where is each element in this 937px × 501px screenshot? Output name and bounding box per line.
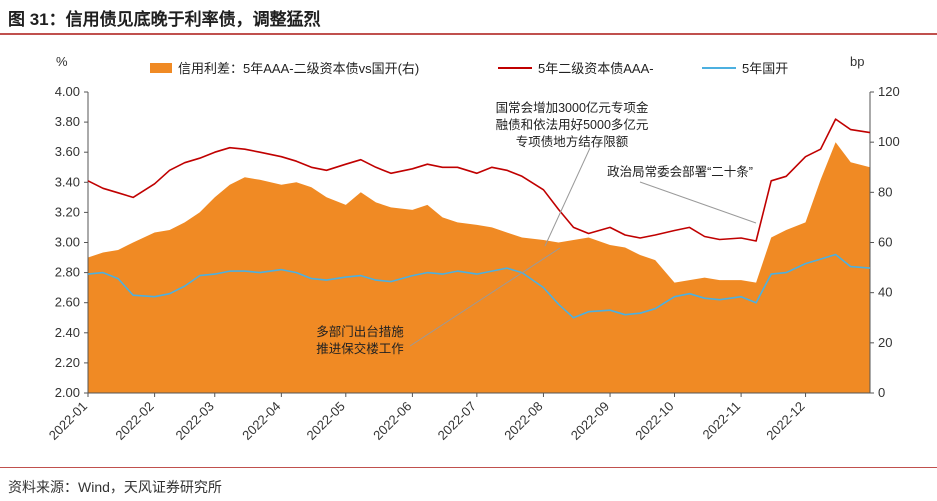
series-area-0 (88, 142, 870, 393)
right-tick-label: 60 (878, 235, 892, 250)
annotation-leader-0 (544, 147, 591, 247)
annotation-text-0: 融债和依法用好5000多亿元 (496, 117, 649, 132)
x-tick-label: 2022-10 (632, 399, 676, 443)
x-tick-label: 2022-06 (370, 399, 414, 443)
legend-layer: 信用利差：5年AAA-二级资本债vs国开(右) 5年二级资本债AAA- 5年国开 (150, 61, 788, 76)
title-divider (0, 33, 937, 35)
annotation-text-0: 国常会增加3000亿元专项金 (496, 100, 649, 115)
left-unit-label: % (56, 54, 68, 69)
legend-swatch-0 (150, 63, 172, 73)
x-tick-label: 2022-09 (568, 399, 612, 443)
left-tick-label: 2.40 (55, 325, 80, 340)
left-tick-label: 2.60 (55, 295, 80, 310)
left-tick-label: 3.60 (55, 144, 80, 159)
series-line-1 (87, 118, 871, 242)
x-tick-label: 2022-11 (700, 399, 744, 443)
right-tick-label: 20 (878, 335, 892, 350)
right-tick-label: 100 (878, 134, 900, 149)
annotation-layer: 国常会增加3000亿元专项金融债和依法用好5000多亿元专项债地方结存限额政治局… (316, 100, 757, 356)
right-tick-label: 0 (878, 385, 885, 400)
left-tick-label: 2.20 (55, 355, 80, 370)
right-tick-label: 120 (878, 84, 900, 99)
right-unit-label: bp (850, 54, 864, 69)
x-tick-label: 2022-01 (46, 399, 90, 443)
spread-area-layer (88, 142, 870, 393)
legend-label-0: 信用利差：5年AAA-二级资本债vs国开(右) (178, 61, 419, 76)
annotation-leader-1 (639, 181, 757, 224)
x-tick-label: 2022-07 (435, 399, 479, 443)
left-tick-label: 3.40 (55, 174, 80, 189)
lines-layer (87, 118, 871, 319)
x-tick-label: 2022-04 (239, 399, 283, 443)
chart-title: 图 31：信用债见底晚于利率债，调整猛烈 (8, 10, 321, 29)
annotation-leader-2 (409, 247, 561, 347)
footer-divider (0, 467, 937, 468)
left-tick-label: 4.00 (55, 84, 80, 99)
series-line-2 (87, 253, 871, 319)
annotation-text-0: 专项债地方结存限额 (516, 134, 629, 149)
x-tick-label: 2022-05 (304, 399, 348, 443)
x-tick-label: 2022-08 (501, 399, 545, 443)
annotation-text-1: 政治局常委会部署“二十条” (607, 164, 753, 179)
left-tick-label: 2.00 (55, 385, 80, 400)
left-tick-label: 3.80 (55, 114, 80, 129)
right-tick-label: 80 (878, 184, 892, 199)
annotation-text-2: 多部门出台措施 (316, 324, 404, 339)
right-tick-label: 40 (878, 285, 892, 300)
source-note: 资料来源：Wind，天风证券研究所 (8, 479, 222, 495)
annotation-text-2: 推进保交楼工作 (316, 341, 404, 356)
x-tick-label: 2022-12 (763, 399, 807, 443)
left-tick-label: 2.80 (55, 265, 80, 280)
legend-label-1: 5年二级资本债AAA- (538, 61, 654, 76)
legend-label-2: 5年国开 (742, 61, 788, 76)
x-tick-label: 2022-02 (112, 399, 156, 443)
left-tick-label: 3.20 (55, 204, 80, 219)
x-tick-label: 2022-03 (173, 399, 217, 443)
left-tick-label: 3.00 (55, 235, 80, 250)
